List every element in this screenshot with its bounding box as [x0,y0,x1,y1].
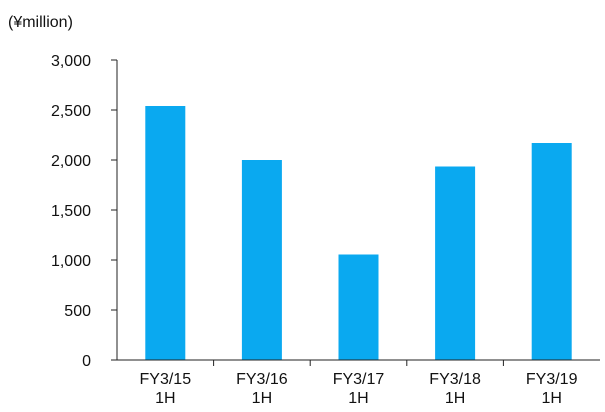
y-tick-label: 3,000 [51,53,91,70]
x-tick-label: FY3/19 [526,371,578,388]
y-tick-label: 500 [64,303,91,320]
bars [145,106,572,360]
bar [145,106,186,360]
x-tick-label: 1H [445,390,465,407]
y-axis-ticks: 0 500 1,000 1,500 2,000 2,500 3,000 [51,53,117,370]
x-tick-label: FY3/16 [236,371,288,388]
x-tick-label: 1H [541,390,561,407]
bar [338,254,379,360]
x-tick-label: FY3/17 [333,371,385,388]
y-tick-label: 1,500 [51,203,91,220]
x-tick-label: 1H [155,390,175,407]
y-unit-label: (¥million) [8,14,73,31]
y-tick-label: 2,500 [51,103,91,120]
x-tick-label: 1H [252,390,272,407]
bar [241,160,282,360]
y-tick-label: 2,000 [51,153,91,170]
x-axis-labels: FY3/15 1H FY3/16 1H FY3/17 1H FY3/18 1H FY3/19 1H [140,360,578,407]
x-tick-label: FY3/15 [140,371,192,388]
bar [435,166,476,360]
y-tick-label: 0 [82,353,91,370]
x-tick-label: FY3/18 [429,371,481,388]
y-tick-label: 1,000 [51,253,91,270]
x-tick-label: 1H [348,390,368,407]
bar [531,143,572,360]
